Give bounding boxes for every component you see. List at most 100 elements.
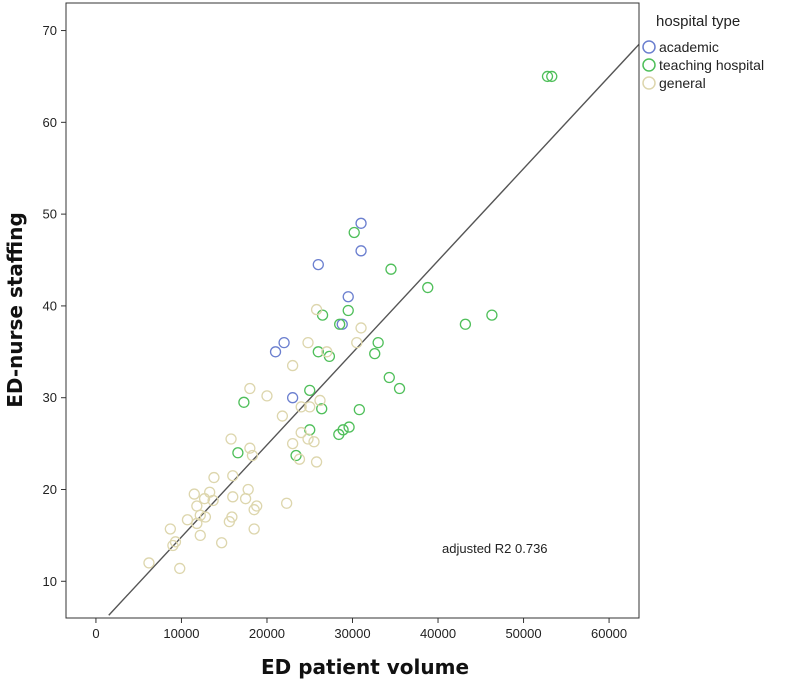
data-point — [191, 517, 203, 530]
data-point — [422, 281, 434, 294]
x-tick-label: 50000 — [505, 626, 541, 641]
data-point — [393, 382, 406, 395]
legend-label: academic — [659, 39, 719, 55]
data-point — [239, 493, 252, 505]
legend-items: academic teaching hospital general — [642, 39, 764, 91]
data-point — [312, 258, 324, 271]
x-tick-label: 10000 — [163, 626, 199, 641]
data-point — [164, 523, 176, 535]
data-point — [316, 403, 328, 415]
data-point — [334, 318, 346, 330]
data-point — [208, 471, 220, 484]
x-tick-label: 0 — [92, 626, 99, 641]
data-point — [290, 449, 302, 462]
series-general — [143, 303, 367, 575]
x-axis: 0 10000 20000 30000 40000 50000 60000 — [92, 618, 627, 641]
legend-marker — [642, 76, 656, 90]
data-point — [248, 504, 260, 516]
data-point — [302, 336, 314, 349]
data-point — [216, 537, 228, 549]
y-axis: 10 20 30 40 50 60 70 — [43, 23, 66, 589]
data-point — [286, 392, 299, 404]
data-point — [333, 428, 345, 441]
data-point — [269, 346, 282, 358]
data-point — [385, 263, 397, 275]
data-point — [310, 303, 323, 316]
data-point — [342, 304, 354, 317]
x-tick-label: 20000 — [249, 626, 285, 641]
data-point — [369, 347, 381, 360]
y-axis-title: ED-nurse staffing — [3, 212, 27, 408]
data-point — [304, 384, 316, 397]
data-point — [278, 336, 290, 349]
data-point — [248, 523, 260, 535]
data-point — [199, 511, 212, 523]
data-point — [486, 309, 498, 321]
regression-fit-line — [108, 43, 640, 616]
data-point — [227, 491, 239, 503]
data-point — [321, 346, 333, 358]
data-point — [295, 401, 307, 413]
data-point — [459, 318, 472, 330]
data-point — [223, 515, 235, 528]
data-point — [348, 226, 360, 239]
legend-marker — [642, 40, 656, 54]
data-point — [355, 245, 367, 257]
data-point — [355, 217, 367, 229]
data-point — [188, 488, 200, 500]
series-teaching-hospital — [232, 70, 558, 462]
data-point — [314, 394, 326, 407]
x-tick-label: 60000 — [591, 626, 627, 641]
data-point — [342, 291, 354, 303]
data-point — [546, 70, 558, 83]
y-tick-label: 50 — [43, 207, 57, 222]
legend: hospital type academic teaching hospital g… — [642, 13, 764, 91]
data-points-layer — [143, 70, 558, 575]
data-point — [280, 497, 293, 509]
y-tick-label: 40 — [43, 298, 57, 313]
data-point — [343, 421, 355, 433]
data-point — [302, 433, 314, 445]
data-point — [355, 322, 367, 334]
legend-label: teaching hospital — [659, 57, 764, 73]
y-tick-label: 70 — [43, 23, 57, 38]
data-point — [244, 442, 256, 454]
data-point — [295, 426, 307, 439]
plot-background — [66, 3, 639, 618]
r2-annotation: adjusted R2 0.736 — [442, 541, 548, 556]
data-point — [167, 539, 179, 552]
y-tick-label: 10 — [43, 574, 57, 589]
data-point — [541, 70, 554, 83]
data-point — [232, 447, 244, 459]
data-point — [181, 514, 194, 526]
fit-line-layer — [108, 43, 640, 616]
data-point — [207, 494, 219, 507]
data-point — [372, 336, 384, 349]
data-point — [308, 436, 320, 448]
data-point — [304, 401, 316, 413]
data-point — [310, 456, 323, 468]
data-point — [312, 346, 324, 358]
legend-label: general — [659, 75, 706, 91]
x-tick-label: 30000 — [334, 626, 370, 641]
data-point — [286, 359, 299, 372]
x-axis-title: ED patient volume — [261, 655, 469, 679]
data-point — [353, 403, 365, 416]
x-tick-label: 40000 — [420, 626, 456, 641]
data-point — [293, 453, 306, 465]
data-point — [286, 437, 299, 450]
data-point — [143, 557, 155, 569]
data-point — [227, 470, 239, 482]
data-point — [174, 562, 186, 575]
data-point — [383, 371, 395, 384]
y-tick-label: 60 — [43, 115, 57, 130]
data-point — [261, 390, 273, 402]
data-point — [246, 449, 259, 462]
data-point — [276, 410, 289, 422]
y-tick-label: 20 — [43, 482, 57, 497]
data-point — [244, 382, 256, 395]
data-point — [198, 493, 211, 505]
y-tick-label: 30 — [43, 390, 57, 405]
data-point — [225, 433, 237, 445]
